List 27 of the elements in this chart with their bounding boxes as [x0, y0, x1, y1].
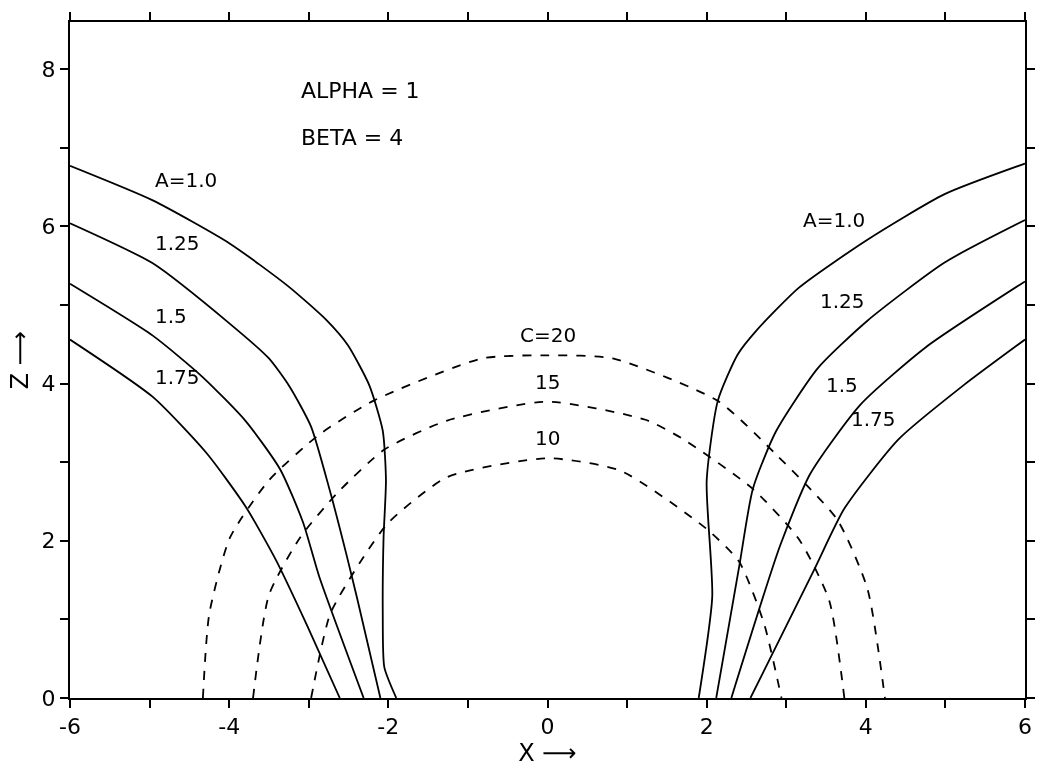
x-tick-label: -6	[59, 714, 81, 740]
annotation: A=1.0	[803, 208, 866, 232]
y-tick-label: 8	[41, 56, 56, 82]
y-tick-label: 6	[41, 214, 56, 240]
annotation: C=20	[520, 323, 577, 347]
annotation: 1.25	[820, 289, 865, 313]
y-tick-label: 2	[41, 528, 56, 554]
y-tick-label: 0	[41, 685, 56, 711]
x-tick-label: 6	[1018, 714, 1032, 740]
annotation: 15	[535, 370, 561, 394]
x-tick-label: -2	[377, 714, 400, 740]
annotation: 10	[535, 426, 561, 450]
annotation: 1.75	[155, 365, 200, 389]
y-axis-title: Z ⟶	[6, 330, 35, 390]
x-tick-label: 4	[858, 714, 873, 740]
annotation: BETA = 4	[301, 125, 404, 150]
annotation: 1.25	[155, 231, 200, 255]
annotation: 1.5	[155, 304, 187, 328]
x-axis-title: X ⟶	[518, 739, 577, 768]
y-tick-label: 4	[41, 371, 56, 397]
annotation: 1.75	[851, 407, 896, 431]
x-tick-label: 2	[699, 714, 714, 740]
annotation: A=1.0	[155, 168, 218, 192]
x-tick-label: 0	[540, 714, 555, 740]
annotation: 1.5	[826, 373, 858, 397]
x-tick-label: -4	[218, 714, 241, 740]
annotation: ALPHA = 1	[301, 78, 420, 103]
